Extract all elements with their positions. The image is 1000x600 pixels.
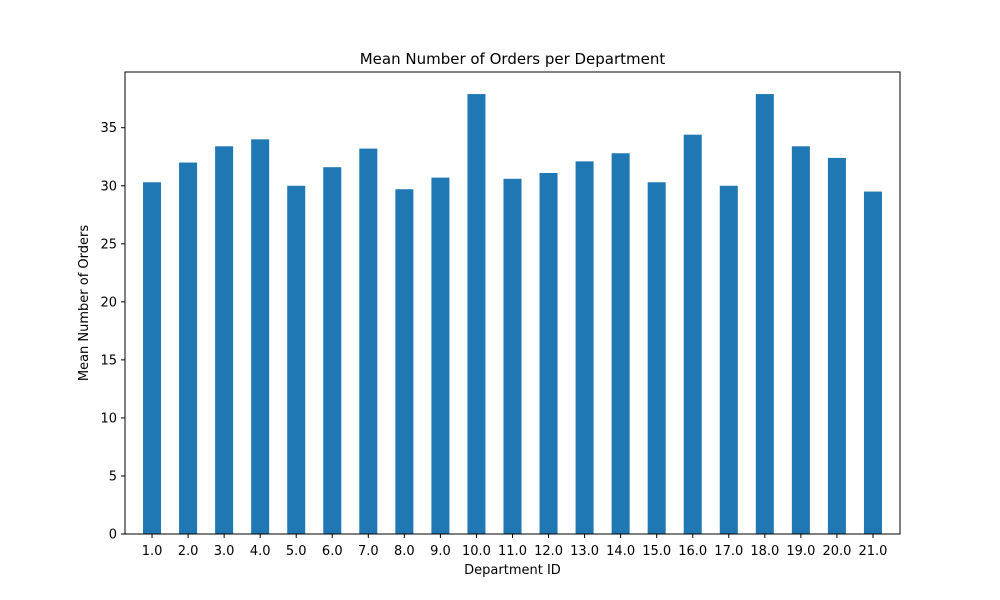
- x-tick-label: 8.0: [394, 544, 415, 559]
- bar-dept-15.0: [647, 182, 666, 534]
- x-tick-label: 4.0: [250, 544, 271, 559]
- bar-dept-9.0: [431, 177, 450, 534]
- x-tick-label: 18.0: [750, 544, 779, 559]
- y-tick-label: 35: [100, 121, 117, 136]
- bar-dept-10.0: [467, 94, 486, 534]
- y-tick-label: 5: [109, 469, 117, 484]
- y-axis: 0 5 10 15 20 25 30 35: [100, 121, 125, 543]
- bar-dept-6.0: [323, 167, 342, 534]
- x-tick-label: 14.0: [606, 544, 635, 559]
- x-tick-label: 2.0: [178, 544, 199, 559]
- bar-dept-1.0: [143, 182, 162, 534]
- x-axis-label: Department ID: [464, 563, 561, 578]
- x-tick-label: 7.0: [358, 544, 379, 559]
- x-tick-label: 9.0: [430, 544, 451, 559]
- bar-dept-2.0: [179, 162, 198, 535]
- bar-dept-12.0: [539, 172, 558, 535]
- bar-dept-20.0: [827, 157, 846, 534]
- y-tick-label: 15: [100, 353, 117, 368]
- y-tick-label: 0: [109, 528, 117, 543]
- x-tick-label: 5.0: [286, 544, 307, 559]
- chart-title: Mean Number of Orders per Department: [360, 50, 666, 68]
- y-tick-label: 20: [100, 295, 117, 310]
- x-tick-label: 20.0: [822, 544, 851, 559]
- bar-dept-18.0: [755, 94, 774, 534]
- x-tick-label: 12.0: [534, 544, 563, 559]
- y-tick-label: 10: [100, 411, 117, 426]
- bar-dept-13.0: [575, 161, 594, 534]
- x-axis: 1.0 2.0 3.0 4.0 5.0 6.0 7.0 8.0 9.0 10.0 11.0 12.0 1…: [142, 534, 887, 559]
- bar-dept-17.0: [719, 185, 738, 534]
- x-tick-label: 16.0: [678, 544, 707, 559]
- bar-dept-16.0: [683, 134, 702, 534]
- bar-dept-14.0: [611, 153, 630, 534]
- x-tick-label: 15.0: [642, 544, 671, 559]
- bar-dept-7.0: [359, 148, 378, 535]
- y-tick-label: 25: [100, 237, 117, 252]
- x-tick-label: 1.0: [142, 544, 163, 559]
- bar-dept-19.0: [791, 146, 810, 535]
- x-tick-label: 13.0: [570, 544, 599, 559]
- bar-dept-11.0: [503, 178, 522, 535]
- bar-dept-4.0: [251, 139, 270, 534]
- x-tick-label: 6.0: [322, 544, 343, 559]
- x-tick-label: 21.0: [858, 544, 887, 559]
- x-tick-label: 11.0: [498, 544, 527, 559]
- x-tick-label: 17.0: [714, 544, 743, 559]
- bar-dept-5.0: [287, 185, 306, 534]
- x-tick-label: 3.0: [214, 544, 235, 559]
- x-tick-label: 19.0: [786, 544, 815, 559]
- bar-dept-21.0: [863, 191, 882, 534]
- bars-group: [143, 94, 882, 535]
- bar-dept-8.0: [395, 189, 414, 535]
- bar-dept-3.0: [215, 146, 234, 535]
- y-axis-label: Mean Number of Orders: [77, 225, 92, 382]
- x-tick-label: 10.0: [462, 544, 491, 559]
- y-tick-label: 30: [100, 179, 117, 194]
